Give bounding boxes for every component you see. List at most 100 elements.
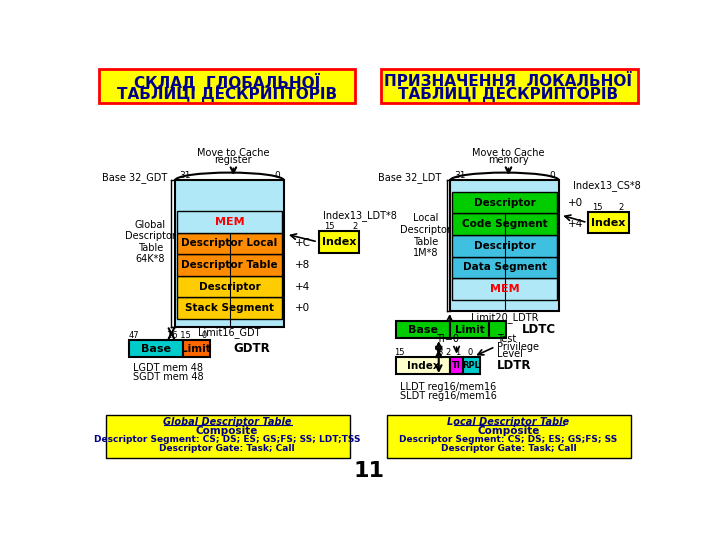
Bar (588, 212, 629, 233)
Bar (175, 180, 284, 327)
Bar (396, 357, 451, 374)
Bar (387, 415, 631, 457)
Bar (99, 70, 355, 103)
Text: 2: 2 (352, 222, 357, 231)
Text: 47: 47 (129, 332, 140, 340)
Text: +0: +0 (295, 303, 310, 313)
Bar (177, 254, 282, 276)
Text: 3 2: 3 2 (438, 348, 451, 357)
Text: GDTR: GDTR (233, 342, 270, 355)
Text: RPL: RPL (462, 361, 480, 370)
Bar (451, 357, 463, 374)
Text: Data Segment: Data Segment (463, 262, 546, 272)
Text: Global
Descriptor
Table
64K*8: Global Descriptor Table 64K*8 (125, 219, 176, 264)
Bar (396, 321, 451, 338)
Text: Code Segment: Code Segment (462, 219, 547, 229)
Text: Index13_LDT*8: Index13_LDT*8 (323, 210, 397, 221)
Text: Global Descriptor Table: Global Descriptor Table (163, 417, 292, 427)
Text: Move to Cache: Move to Cache (472, 147, 545, 158)
Bar (451, 321, 489, 338)
Bar (452, 278, 557, 300)
Text: Limit20_LDTR: Limit20_LDTR (471, 312, 539, 323)
Text: Index: Index (591, 218, 626, 228)
Text: ПРИЗНАЧЕННЯ  ЛОКАЛЬНОЇ: ПРИЗНАЧЕННЯ ЛОКАЛЬНОЇ (384, 74, 633, 89)
Text: Descriptor Segment: CS; DS; ES; GS;FS; SS; LDT;TSS: Descriptor Segment: CS; DS; ES; GS;FS; S… (94, 435, 361, 444)
Bar (452, 213, 557, 235)
Text: 15: 15 (394, 348, 405, 357)
Text: Stack Segment: Stack Segment (185, 303, 274, 313)
Text: memory: memory (488, 156, 528, 165)
Text: LLDT reg16/mem16: LLDT reg16/mem16 (400, 382, 496, 392)
Text: Descriptor: Descriptor (474, 241, 536, 251)
Text: Descriptor Gate: Task; Call: Descriptor Gate: Task; Call (441, 444, 576, 453)
Text: 15: 15 (324, 222, 335, 231)
Bar (106, 415, 350, 457)
Text: Local
Descriptor
Table
1M*8: Local Descriptor Table 1M*8 (400, 213, 451, 258)
Text: Index: Index (322, 237, 356, 247)
Text: Base: Base (408, 325, 438, 335)
Text: Test: Test (497, 334, 516, 344)
Text: TI=0: TI=0 (436, 334, 459, 344)
Text: Descriptor Table: Descriptor Table (181, 260, 278, 270)
Bar (177, 298, 282, 319)
Text: Descriptor: Descriptor (474, 198, 536, 207)
Text: Index13_CS*8: Index13_CS*8 (573, 180, 641, 191)
Bar (183, 340, 210, 357)
Text: SLDT reg16/mem16: SLDT reg16/mem16 (400, 391, 497, 401)
Text: TI: TI (452, 361, 461, 370)
Bar (177, 276, 282, 298)
Text: Descriptor Local: Descriptor Local (181, 239, 278, 248)
Text: LDTR: LDTR (497, 360, 531, 373)
Text: +0: +0 (568, 198, 583, 207)
Bar (177, 211, 282, 233)
Text: 0: 0 (274, 171, 280, 180)
Text: 0: 0 (201, 332, 206, 340)
Text: Descriptor: Descriptor (199, 281, 261, 292)
Bar (381, 70, 638, 103)
Text: register: register (215, 156, 252, 165)
Text: Composite: Composite (196, 426, 258, 436)
Text: Move to Cache: Move to Cache (197, 147, 269, 158)
Text: СКЛАД  ГЛОБАЛЬНОЇ: СКЛАД ГЛОБАЛЬНОЇ (134, 73, 320, 91)
Text: +8: +8 (295, 260, 310, 270)
Text: 31: 31 (179, 171, 191, 180)
Bar (452, 192, 557, 213)
Text: Base 32_GDT: Base 32_GDT (102, 172, 168, 183)
Text: Index: Index (407, 361, 440, 371)
Bar (463, 357, 480, 374)
Text: 11: 11 (354, 461, 384, 481)
Text: MEM: MEM (215, 217, 244, 227)
Bar (451, 180, 559, 311)
Text: Base 32_LDT: Base 32_LDT (378, 172, 441, 183)
Text: 0: 0 (468, 348, 473, 357)
Text: Limit: Limit (455, 325, 485, 335)
Text: 1: 1 (455, 348, 460, 357)
Text: +4: +4 (295, 281, 310, 292)
Text: Descriptor Gate: Task; Call: Descriptor Gate: Task; Call (159, 444, 295, 453)
Text: Privilege: Privilege (497, 342, 539, 352)
Text: +C: +C (295, 239, 311, 248)
Text: 16 15: 16 15 (167, 332, 191, 340)
Text: Limit: Limit (181, 344, 211, 354)
Text: 31: 31 (454, 171, 466, 180)
Text: ТАБЛИЦІ ДЕСКРИПТОРІВ: ТАБЛИЦІ ДЕСКРИПТОРІВ (117, 86, 337, 102)
Text: Descriptor Segment: CS; DS; ES; GS;FS; SS: Descriptor Segment: CS; DS; ES; GS;FS; S… (400, 435, 618, 444)
Bar (452, 235, 557, 256)
Text: Composite: Composite (477, 426, 540, 436)
Bar (319, 231, 359, 253)
Text: Base: Base (141, 344, 171, 354)
Bar (452, 256, 557, 278)
Text: Limit16_GDT: Limit16_GDT (198, 327, 261, 338)
Bar (177, 233, 282, 254)
Text: 2: 2 (618, 202, 624, 212)
Bar (489, 321, 506, 338)
Text: LGDT mem 48: LGDT mem 48 (132, 363, 202, 373)
Text: MEM: MEM (490, 284, 519, 294)
Bar (129, 340, 183, 357)
Text: +4: +4 (568, 219, 583, 229)
Text: Level: Level (497, 349, 523, 359)
Text: SGDT mem 48: SGDT mem 48 (132, 373, 203, 382)
Text: ТАБЛИЦІ ДЕСКРИПТОРІВ: ТАБЛИЦІ ДЕСКРИПТОРІВ (398, 86, 618, 102)
Text: 0: 0 (549, 171, 555, 180)
Text: LDTC: LDTC (522, 323, 556, 336)
